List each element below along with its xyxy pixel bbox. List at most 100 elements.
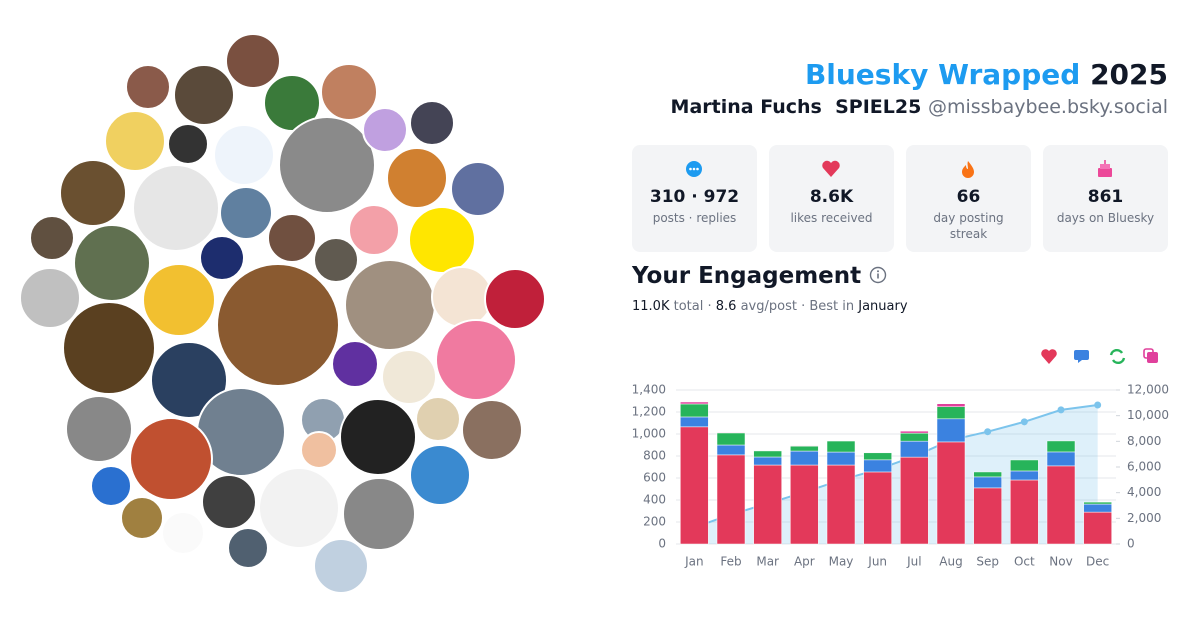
line-area [694, 405, 1098, 544]
avatar[interactable] [62, 301, 156, 395]
avatar[interactable] [173, 64, 235, 126]
legend-icon[interactable] [1147, 352, 1158, 363]
title-brand: Bluesky Wrapped [804, 58, 1081, 91]
avatar[interactable] [120, 496, 164, 540]
avatar[interactable] [331, 340, 379, 388]
x-tick-label: Aug [939, 555, 962, 569]
bar-segment [826, 464, 856, 545]
avatar[interactable] [300, 431, 338, 469]
avatar[interactable] [125, 64, 171, 110]
avatar[interactable] [73, 224, 151, 302]
icon [822, 160, 840, 177]
legend [1041, 348, 1158, 365]
bar-segment [826, 440, 856, 453]
avatar[interactable] [219, 186, 273, 240]
avatar[interactable] [415, 396, 461, 442]
bar-segment [1046, 440, 1076, 453]
avatar[interactable] [320, 63, 378, 121]
x-tick-label: Jul [906, 555, 921, 569]
avatar[interactable] [29, 215, 75, 261]
avatar[interactable] [129, 417, 213, 501]
avatar[interactable] [450, 161, 506, 217]
avatar[interactable] [348, 204, 400, 256]
line-dot [1020, 418, 1028, 426]
avatar[interactable] [201, 474, 257, 530]
bar-segment [863, 459, 892, 473]
summary-part: avg/post · Best in [736, 299, 859, 314]
line-dot [1094, 401, 1102, 409]
avatar[interactable] [409, 100, 455, 146]
x-tick-label: Dec [1086, 555, 1109, 569]
y-tick-label: 1,200 [632, 405, 666, 419]
avatar[interactable] [150, 341, 228, 419]
avatar[interactable] [161, 511, 205, 555]
avatar[interactable] [461, 399, 523, 461]
avatar[interactable] [408, 206, 476, 274]
user-tag: SPIEL25 [835, 96, 922, 118]
line-dot [764, 500, 772, 508]
avatar[interactable] [199, 235, 245, 281]
bar-segment [936, 403, 966, 407]
avatar[interactable] [213, 124, 275, 186]
avatar[interactable] [409, 444, 471, 506]
avatar[interactable] [267, 213, 317, 263]
x-tick-label: Jan [684, 555, 704, 569]
user-name: Martina Fuchs [670, 96, 822, 118]
y-tick-label: 600 [643, 471, 666, 485]
stat-value: 310 · 972 [649, 187, 740, 207]
avatar[interactable] [484, 268, 546, 330]
avatar[interactable] [65, 395, 133, 463]
legend-icon[interactable] [1074, 350, 1089, 363]
avatar[interactable] [313, 237, 359, 283]
stat-card: 8.6K likes received [769, 145, 894, 252]
stat-label: day posting streak [933, 211, 1004, 241]
bar-segment [936, 418, 966, 443]
avatar[interactable] [167, 123, 209, 165]
avatar[interactable] [142, 263, 216, 337]
avatar[interactable] [344, 259, 436, 351]
legend-icon[interactable] [1041, 349, 1057, 364]
title-year: 2025 [1090, 58, 1168, 91]
avatar[interactable] [90, 465, 132, 507]
avatar[interactable] [104, 110, 166, 172]
bar-segment [900, 440, 929, 458]
avatar[interactable] [362, 107, 408, 153]
avatar[interactable] [435, 319, 517, 401]
bar-segment [900, 432, 929, 442]
info-icon[interactable] [869, 266, 887, 284]
avatar-cloud [19, 33, 546, 594]
legend-icon[interactable] [1109, 348, 1126, 365]
x-tick-label: May [829, 555, 854, 569]
line-dot [874, 466, 882, 474]
avatar[interactable] [386, 147, 448, 209]
avatar[interactable] [132, 164, 220, 252]
y-tick-label: 0 [658, 537, 666, 551]
summary-part: 11.0K [632, 299, 670, 314]
bar-segment [1010, 479, 1039, 545]
legend-icon[interactable] [1143, 348, 1154, 359]
bar-segment [790, 450, 819, 466]
avatar[interactable] [431, 266, 493, 328]
bar-segment [790, 445, 819, 452]
avatar[interactable] [381, 349, 437, 405]
avatar[interactable] [227, 527, 269, 569]
x-tick-label: Nov [1049, 555, 1072, 569]
avatar[interactable] [339, 398, 417, 476]
avatar[interactable] [216, 263, 340, 387]
avatar[interactable] [225, 33, 281, 89]
summary: 11.0K total · 8.6 avg/post · Best in Jan… [632, 299, 908, 314]
avatar[interactable] [342, 477, 416, 551]
y2-tick-label: 2,000 [1127, 511, 1161, 525]
avatar[interactable] [313, 538, 369, 594]
avatar[interactable] [59, 159, 127, 227]
avatar[interactable] [19, 267, 81, 329]
stat-value: 66 [956, 187, 981, 207]
bar-segment [936, 406, 966, 420]
avatar[interactable] [258, 467, 340, 549]
bar-segment [716, 432, 746, 446]
bar-segment [900, 430, 929, 434]
stat-label: days on Bluesky [1056, 211, 1155, 225]
avatar[interactable] [278, 116, 376, 214]
x-tick-label: Mar [756, 555, 779, 569]
